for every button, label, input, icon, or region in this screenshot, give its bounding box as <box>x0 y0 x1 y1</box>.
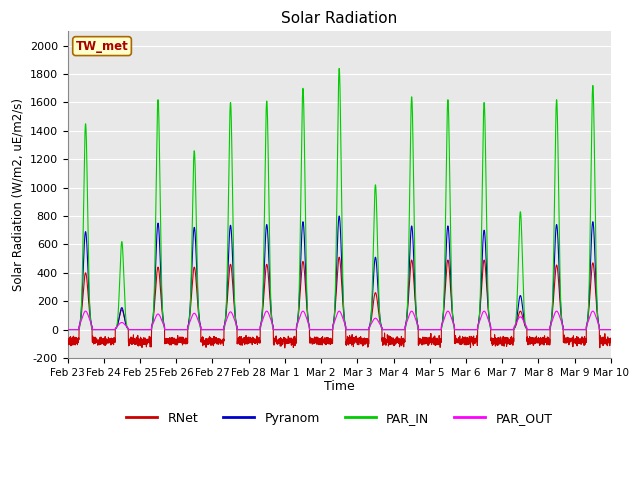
Line: PAR_OUT: PAR_OUT <box>67 311 611 330</box>
Text: TW_met: TW_met <box>76 40 129 53</box>
PAR_IN <box>319 327 326 333</box>
PAR_OUT <box>63 327 71 333</box>
RNet <box>492 336 500 342</box>
PAR_IN <box>461 327 468 333</box>
PAR_OUT <box>607 327 615 333</box>
PAR_OUT <box>431 327 439 333</box>
PAR_IN <box>431 327 439 333</box>
PAR_IN <box>63 327 71 333</box>
X-axis label: Time: Time <box>324 381 355 394</box>
RNet <box>319 336 327 342</box>
PAR_OUT <box>607 327 614 333</box>
PAR_OUT <box>161 327 169 333</box>
PAR_IN <box>492 327 500 333</box>
Line: RNet: RNet <box>67 257 611 348</box>
RNet <box>461 337 469 343</box>
Pyranom <box>607 327 614 333</box>
PAR_OUT <box>82 308 90 314</box>
Pyranom <box>492 327 500 333</box>
RNet <box>607 338 615 344</box>
Legend: RNet, Pyranom, PAR_IN, PAR_OUT: RNet, Pyranom, PAR_IN, PAR_OUT <box>121 407 557 430</box>
RNet <box>431 342 439 348</box>
PAR_OUT <box>461 327 468 333</box>
Title: Solar Radiation: Solar Radiation <box>281 11 397 26</box>
PAR_IN <box>161 327 169 333</box>
RNet <box>335 254 343 260</box>
Pyranom <box>335 213 343 219</box>
Pyranom <box>63 327 71 333</box>
Line: PAR_IN: PAR_IN <box>67 69 611 330</box>
PAR_OUT <box>492 327 500 333</box>
PAR_IN <box>335 66 343 72</box>
Pyranom <box>607 327 615 333</box>
Pyranom <box>431 327 439 333</box>
RNet <box>607 340 614 346</box>
PAR_IN <box>607 327 615 333</box>
RNet <box>63 335 71 340</box>
PAR_OUT <box>319 327 327 333</box>
Pyranom <box>319 327 326 333</box>
PAR_IN <box>607 327 614 333</box>
RNet <box>281 345 289 351</box>
Line: Pyranom: Pyranom <box>67 216 611 330</box>
Y-axis label: Solar Radiation (W/m2, uE/m2/s): Solar Radiation (W/m2, uE/m2/s) <box>11 98 24 291</box>
Pyranom <box>161 327 169 333</box>
Pyranom <box>461 327 468 333</box>
RNet <box>161 336 169 342</box>
